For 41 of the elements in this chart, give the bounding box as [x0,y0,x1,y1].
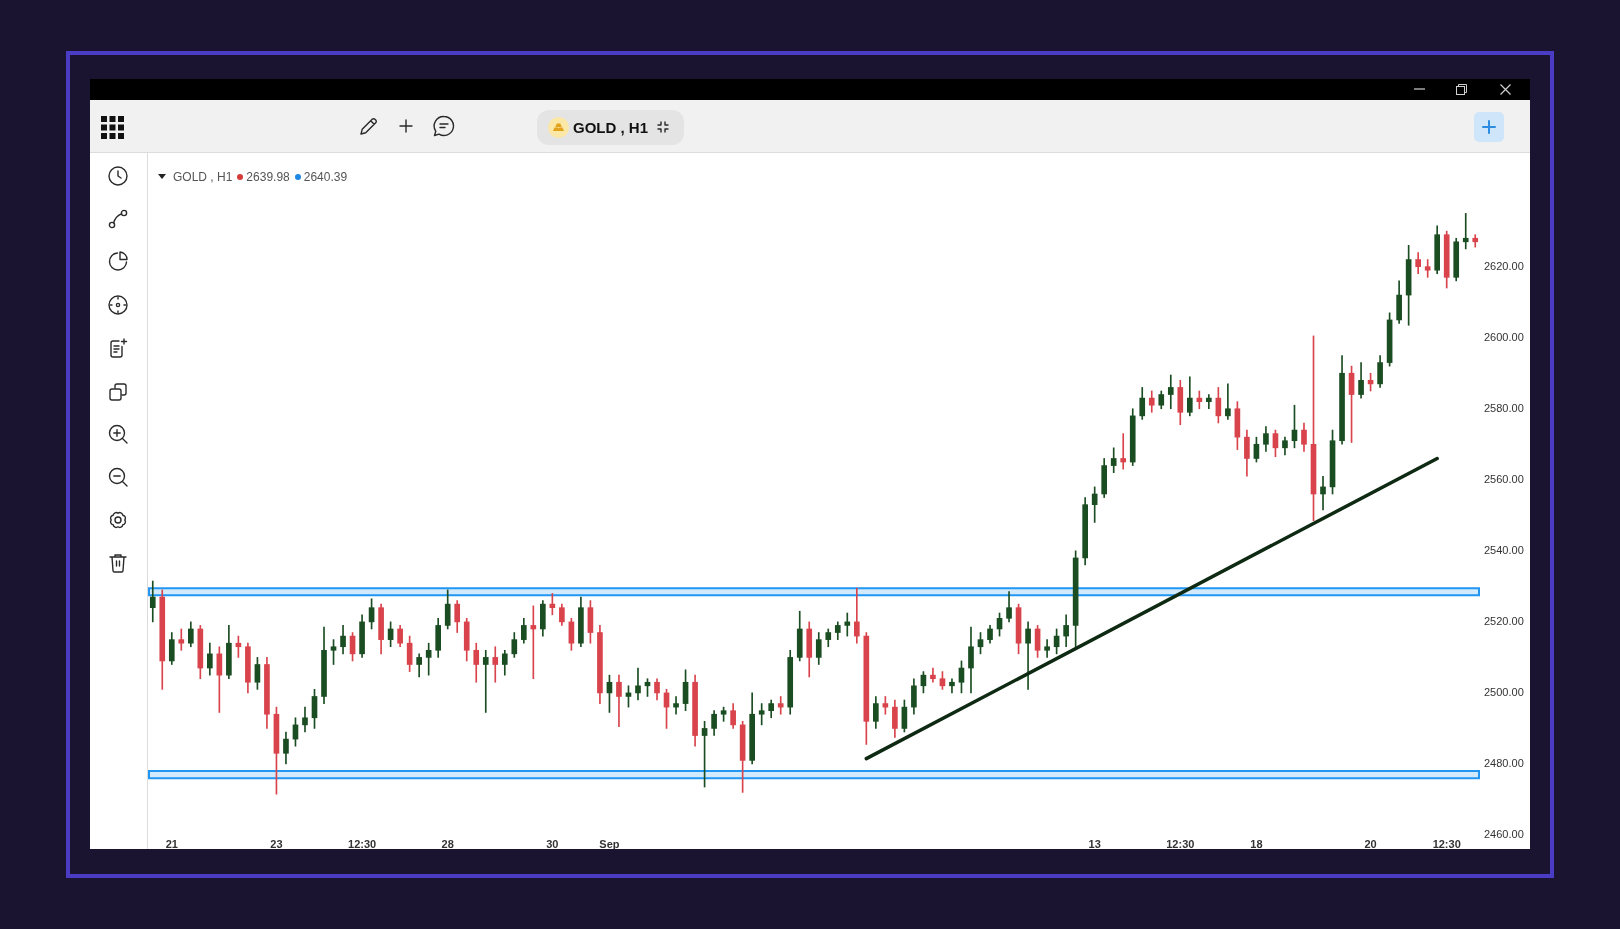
candlestick [1167,374,1174,410]
y-tick-label: 2480.00 [1484,756,1524,769]
x-tick-label: 30 [546,837,559,850]
y-tick-label: 2500.00 [1484,685,1524,698]
candlestick [673,696,679,715]
y-tick-label: 2520.00 [1484,614,1524,627]
x-tick-label: 13 [1088,837,1101,850]
x-tick-label: Sep [599,837,620,850]
candlestick [758,703,765,726]
y-tick-label: 2620.00 [1484,259,1524,272]
candlestick [844,612,851,637]
text: GOLD , H1 [173,169,233,184]
candlestick [1320,475,1326,511]
candlestick [1462,213,1469,250]
candlestick [178,628,185,651]
candlestick [530,605,537,680]
x-tick-label: 23 [270,837,283,850]
annotation: 2639.98 [246,169,290,184]
x-tick-label: 12:30 [1166,837,1195,850]
x-tick-label: 28 [441,837,454,850]
candlestick [777,696,784,715]
candlestick [1044,639,1050,658]
annotation: 2640.39 [303,169,348,184]
candlestick [1120,433,1127,470]
y-tick-label: 2560.00 [1484,472,1524,485]
candlestick [853,587,860,644]
candlestick [482,649,489,713]
y-tick-label: 2580.00 [1484,401,1524,414]
x-tick-label: 18 [1250,837,1263,850]
candlestick [1225,383,1231,420]
candlestick [1424,259,1431,278]
symbol-button: GOLD , H1 [537,110,684,145]
candlestick [492,646,499,683]
x-tick-label: 12:30 [348,837,377,850]
y-tick-label: 2600.00 [1484,330,1524,343]
y-tick-label: 2540.00 [1484,543,1524,556]
x-tick-label: 12:30 [1432,837,1461,850]
y-tick-label: 2460.00 [1484,828,1524,841]
x-tick-label: 21 [165,837,178,850]
x-tick-label: 20 [1364,837,1377,850]
candlestick [1196,390,1203,410]
